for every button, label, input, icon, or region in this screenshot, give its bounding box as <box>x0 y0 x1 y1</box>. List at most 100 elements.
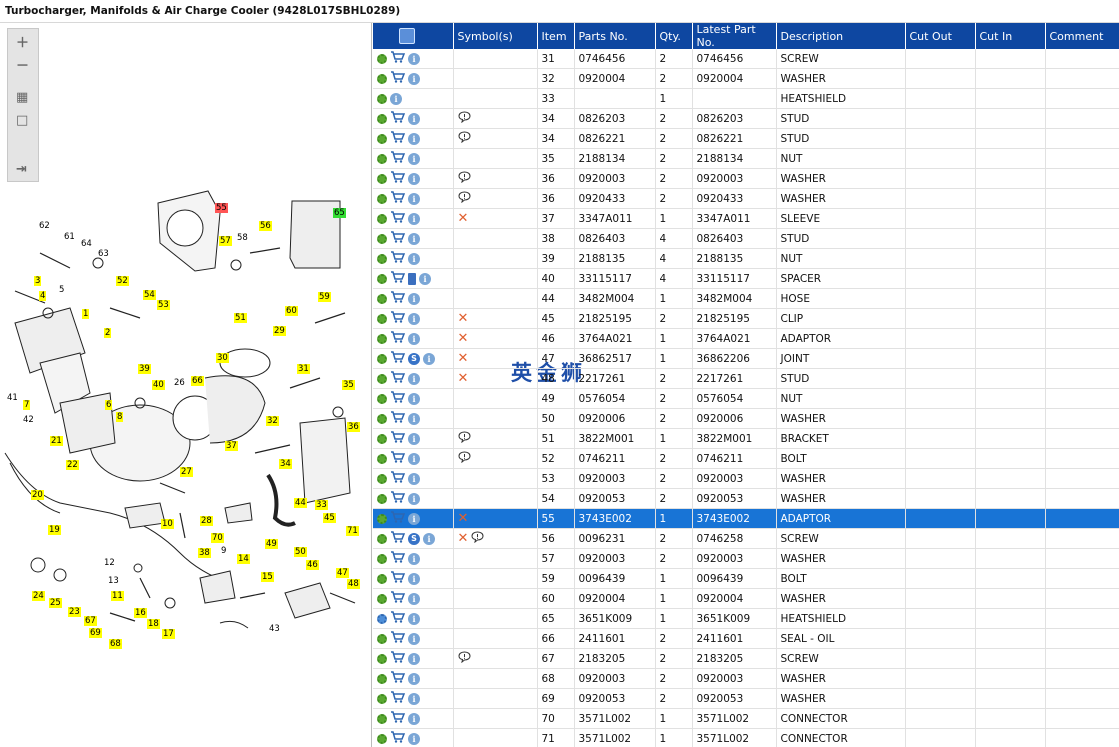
table-row[interactable]: i 36 0920003 2 0920003 WASHER <box>373 168 1119 189</box>
callout-label-33[interactable]: 33 <box>315 500 328 510</box>
callout-label-36[interactable]: 36 <box>347 422 360 432</box>
callout-label-70[interactable]: 70 <box>211 533 224 543</box>
info-icon[interactable]: i <box>408 452 420 465</box>
cart-icon[interactable] <box>390 171 406 186</box>
gear-icon[interactable] <box>377 453 387 464</box>
info-icon[interactable]: i <box>423 532 435 545</box>
cart-icon[interactable] <box>390 331 406 346</box>
gear-icon[interactable] <box>377 353 387 364</box>
table-row[interactable]: i 36 0920433 2 0920433 WASHER <box>373 188 1119 209</box>
callout-label-27[interactable]: 27 <box>180 467 193 477</box>
gear-icon[interactable] <box>377 253 387 264</box>
info-icon[interactable]: i <box>408 572 420 585</box>
callout-label-45[interactable]: 45 <box>323 513 336 523</box>
comment-bubble-icon[interactable] <box>457 191 471 206</box>
callout-label-63[interactable]: 63 <box>98 249 109 259</box>
callout-label-41[interactable]: 41 <box>7 393 18 403</box>
cart-icon[interactable] <box>390 371 406 386</box>
info-icon[interactable]: i <box>408 492 420 505</box>
toggle-panel-button[interactable]: ⇥ <box>14 162 32 179</box>
callout-label-4[interactable]: 4 <box>39 291 47 301</box>
gear-icon[interactable] <box>377 93 387 104</box>
book-icon[interactable] <box>408 272 416 285</box>
callout-label-44[interactable]: 44 <box>294 498 307 508</box>
gear-icon[interactable] <box>377 213 387 224</box>
table-row[interactable]: i 60 0920004 1 0920004 WASHER <box>373 588 1119 609</box>
info-icon[interactable]: i <box>408 72 420 85</box>
info-icon[interactable]: i <box>408 52 420 65</box>
table-row[interactable]: i 69 0920053 2 0920053 WASHER <box>373 688 1119 709</box>
header-qty[interactable]: Qty. <box>655 23 693 49</box>
callout-label-31[interactable]: 31 <box>297 364 310 374</box>
callout-label-56[interactable]: 56 <box>259 221 272 231</box>
cart-icon[interactable] <box>390 131 406 146</box>
table-row[interactable]: i 33 1 HEATSHIELD <box>373 88 1119 109</box>
info-icon[interactable]: i <box>408 412 420 425</box>
table-row[interactable]: i ✕ 48 2217261 2 2217261 STUD <box>373 368 1119 389</box>
cart-icon[interactable] <box>390 631 406 646</box>
callout-label-67[interactable]: 67 <box>84 616 97 626</box>
cart-icon[interactable] <box>390 231 406 246</box>
callout-label-39[interactable]: 39 <box>138 364 151 374</box>
info-icon[interactable]: i <box>408 592 420 605</box>
callout-label-62[interactable]: 62 <box>39 221 50 231</box>
info-icon[interactable]: i <box>408 112 420 125</box>
gear-icon[interactable] <box>377 593 387 604</box>
gear-icon[interactable] <box>377 673 387 684</box>
gear-icon[interactable] <box>377 313 387 324</box>
header-icon-column[interactable] <box>373 23 454 49</box>
gear-icon[interactable] <box>377 733 387 744</box>
comment-bubble-icon[interactable] <box>471 531 484 546</box>
table-row[interactable]: i 65 3651K009 1 3651K009 HEATSHIELD <box>373 608 1119 629</box>
table-row[interactable]: i 66 2411601 2 2411601 SEAL - OIL <box>373 628 1119 649</box>
cart-icon[interactable] <box>390 591 406 606</box>
gear-icon[interactable] <box>377 413 387 424</box>
cart-icon[interactable] <box>390 651 406 666</box>
cart-icon[interactable] <box>390 151 406 166</box>
callout-label-40[interactable]: 40 <box>152 380 165 390</box>
callout-label-42[interactable]: 42 <box>23 415 34 425</box>
info-icon[interactable]: i <box>408 672 420 685</box>
info-icon[interactable]: i <box>408 612 420 625</box>
comment-bubble-icon[interactable] <box>457 171 471 186</box>
table-row[interactable]: i 34 0826221 2 0826221 STUD <box>373 128 1119 149</box>
table-row[interactable]: i 50 0920006 2 0920006 WASHER <box>373 408 1119 429</box>
info-icon[interactable]: i <box>408 632 420 645</box>
table-row[interactable]: i 44 3482M004 1 3482M004 HOSE <box>373 288 1119 309</box>
gear-icon[interactable] <box>377 193 387 204</box>
comment-bubble-icon[interactable] <box>457 451 471 466</box>
info-icon[interactable]: i <box>408 712 420 725</box>
remove-x-icon[interactable]: ✕ <box>457 350 469 366</box>
cart-icon[interactable] <box>390 531 406 546</box>
info-icon[interactable]: i <box>419 272 431 285</box>
gear-icon[interactable] <box>377 693 387 704</box>
callout-label-8[interactable]: 8 <box>116 412 124 422</box>
callout-label-34[interactable]: 34 <box>279 459 292 469</box>
gear-icon[interactable] <box>377 433 387 444</box>
callout-label-68[interactable]: 68 <box>109 639 122 649</box>
gear-icon[interactable] <box>377 113 387 124</box>
callout-label-23[interactable]: 23 <box>68 607 81 617</box>
callout-label-61[interactable]: 61 <box>64 232 75 242</box>
info-icon[interactable]: i <box>408 372 420 385</box>
fit-all-button[interactable]: ▦ <box>14 90 32 107</box>
callout-label-59[interactable]: 59 <box>318 292 331 302</box>
gear-icon[interactable] <box>377 493 387 504</box>
header-cut-out[interactable]: Cut Out <box>905 23 976 49</box>
table-row[interactable]: i 39 2188135 4 2188135 NUT <box>373 248 1119 269</box>
callout-label-11[interactable]: 11 <box>111 591 124 601</box>
table-row[interactable]: i 70 3571L002 1 3571L002 CONNECTOR <box>373 708 1119 729</box>
table-row[interactable]: i 71 3571L002 1 3571L002 CONNECTOR <box>373 728 1119 747</box>
table-row[interactable]: i 51 3822M001 1 3822M001 BRACKET <box>373 428 1119 449</box>
gear-icon[interactable] <box>377 133 387 144</box>
gear-icon[interactable] <box>377 373 387 384</box>
callout-label-25[interactable]: 25 <box>49 598 62 608</box>
callout-label-10[interactable]: 10 <box>161 519 174 529</box>
callout-label-18[interactable]: 18 <box>147 619 160 629</box>
gear-icon[interactable] <box>377 633 387 644</box>
diagram-panel[interactable]: ＋ － ▦ □ ⇥ 55 65 62 61 64 63 57 58 56 3 5 4 52 54 53 51 5… <box>0 23 372 747</box>
callout-label-54[interactable]: 54 <box>143 290 156 300</box>
gear-icon[interactable] <box>377 473 387 484</box>
comment-bubble-icon[interactable] <box>457 431 471 446</box>
